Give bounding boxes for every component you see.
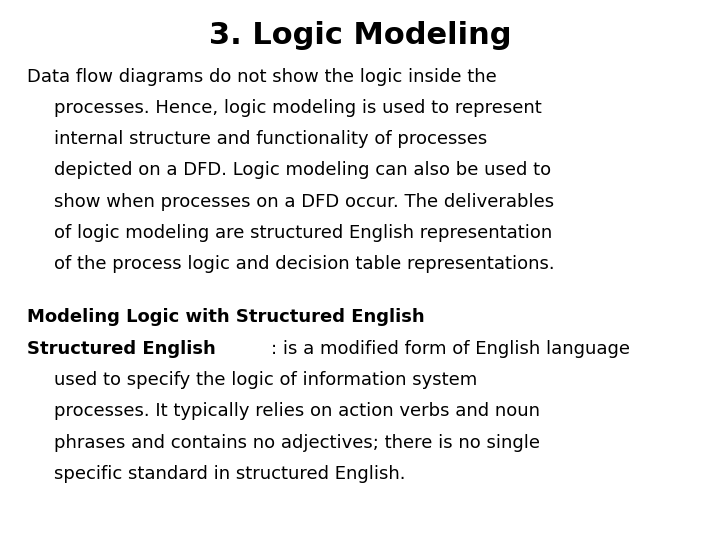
Text: 3. Logic Modeling: 3. Logic Modeling <box>209 21 511 50</box>
Text: internal structure and functionality of processes: internal structure and functionality of … <box>54 130 487 148</box>
Text: specific standard in structured English.: specific standard in structured English. <box>54 465 405 483</box>
Text: processes. It typically relies on action verbs and noun: processes. It typically relies on action… <box>54 402 540 420</box>
Text: processes. Hence, logic modeling is used to represent: processes. Hence, logic modeling is used… <box>54 99 541 117</box>
Text: Data flow diagrams do not show the logic inside the: Data flow diagrams do not show the logic… <box>27 68 497 85</box>
Text: used to specify the logic of information system: used to specify the logic of information… <box>54 371 477 389</box>
Text: Structured English: Structured English <box>27 340 216 357</box>
Text: depicted on a DFD. Logic modeling can also be used to: depicted on a DFD. Logic modeling can al… <box>54 161 551 179</box>
Text: Modeling Logic with Structured English: Modeling Logic with Structured English <box>27 308 425 326</box>
Text: phrases and contains no adjectives; there is no single: phrases and contains no adjectives; ther… <box>54 434 540 451</box>
Text: of the process logic and decision table representations.: of the process logic and decision table … <box>54 255 554 273</box>
Text: of logic modeling are structured English representation: of logic modeling are structured English… <box>54 224 552 242</box>
Text: show when processes on a DFD occur. The deliverables: show when processes on a DFD occur. The … <box>54 193 554 211</box>
Text: : is a modified form of English language: : is a modified form of English language <box>271 340 630 357</box>
